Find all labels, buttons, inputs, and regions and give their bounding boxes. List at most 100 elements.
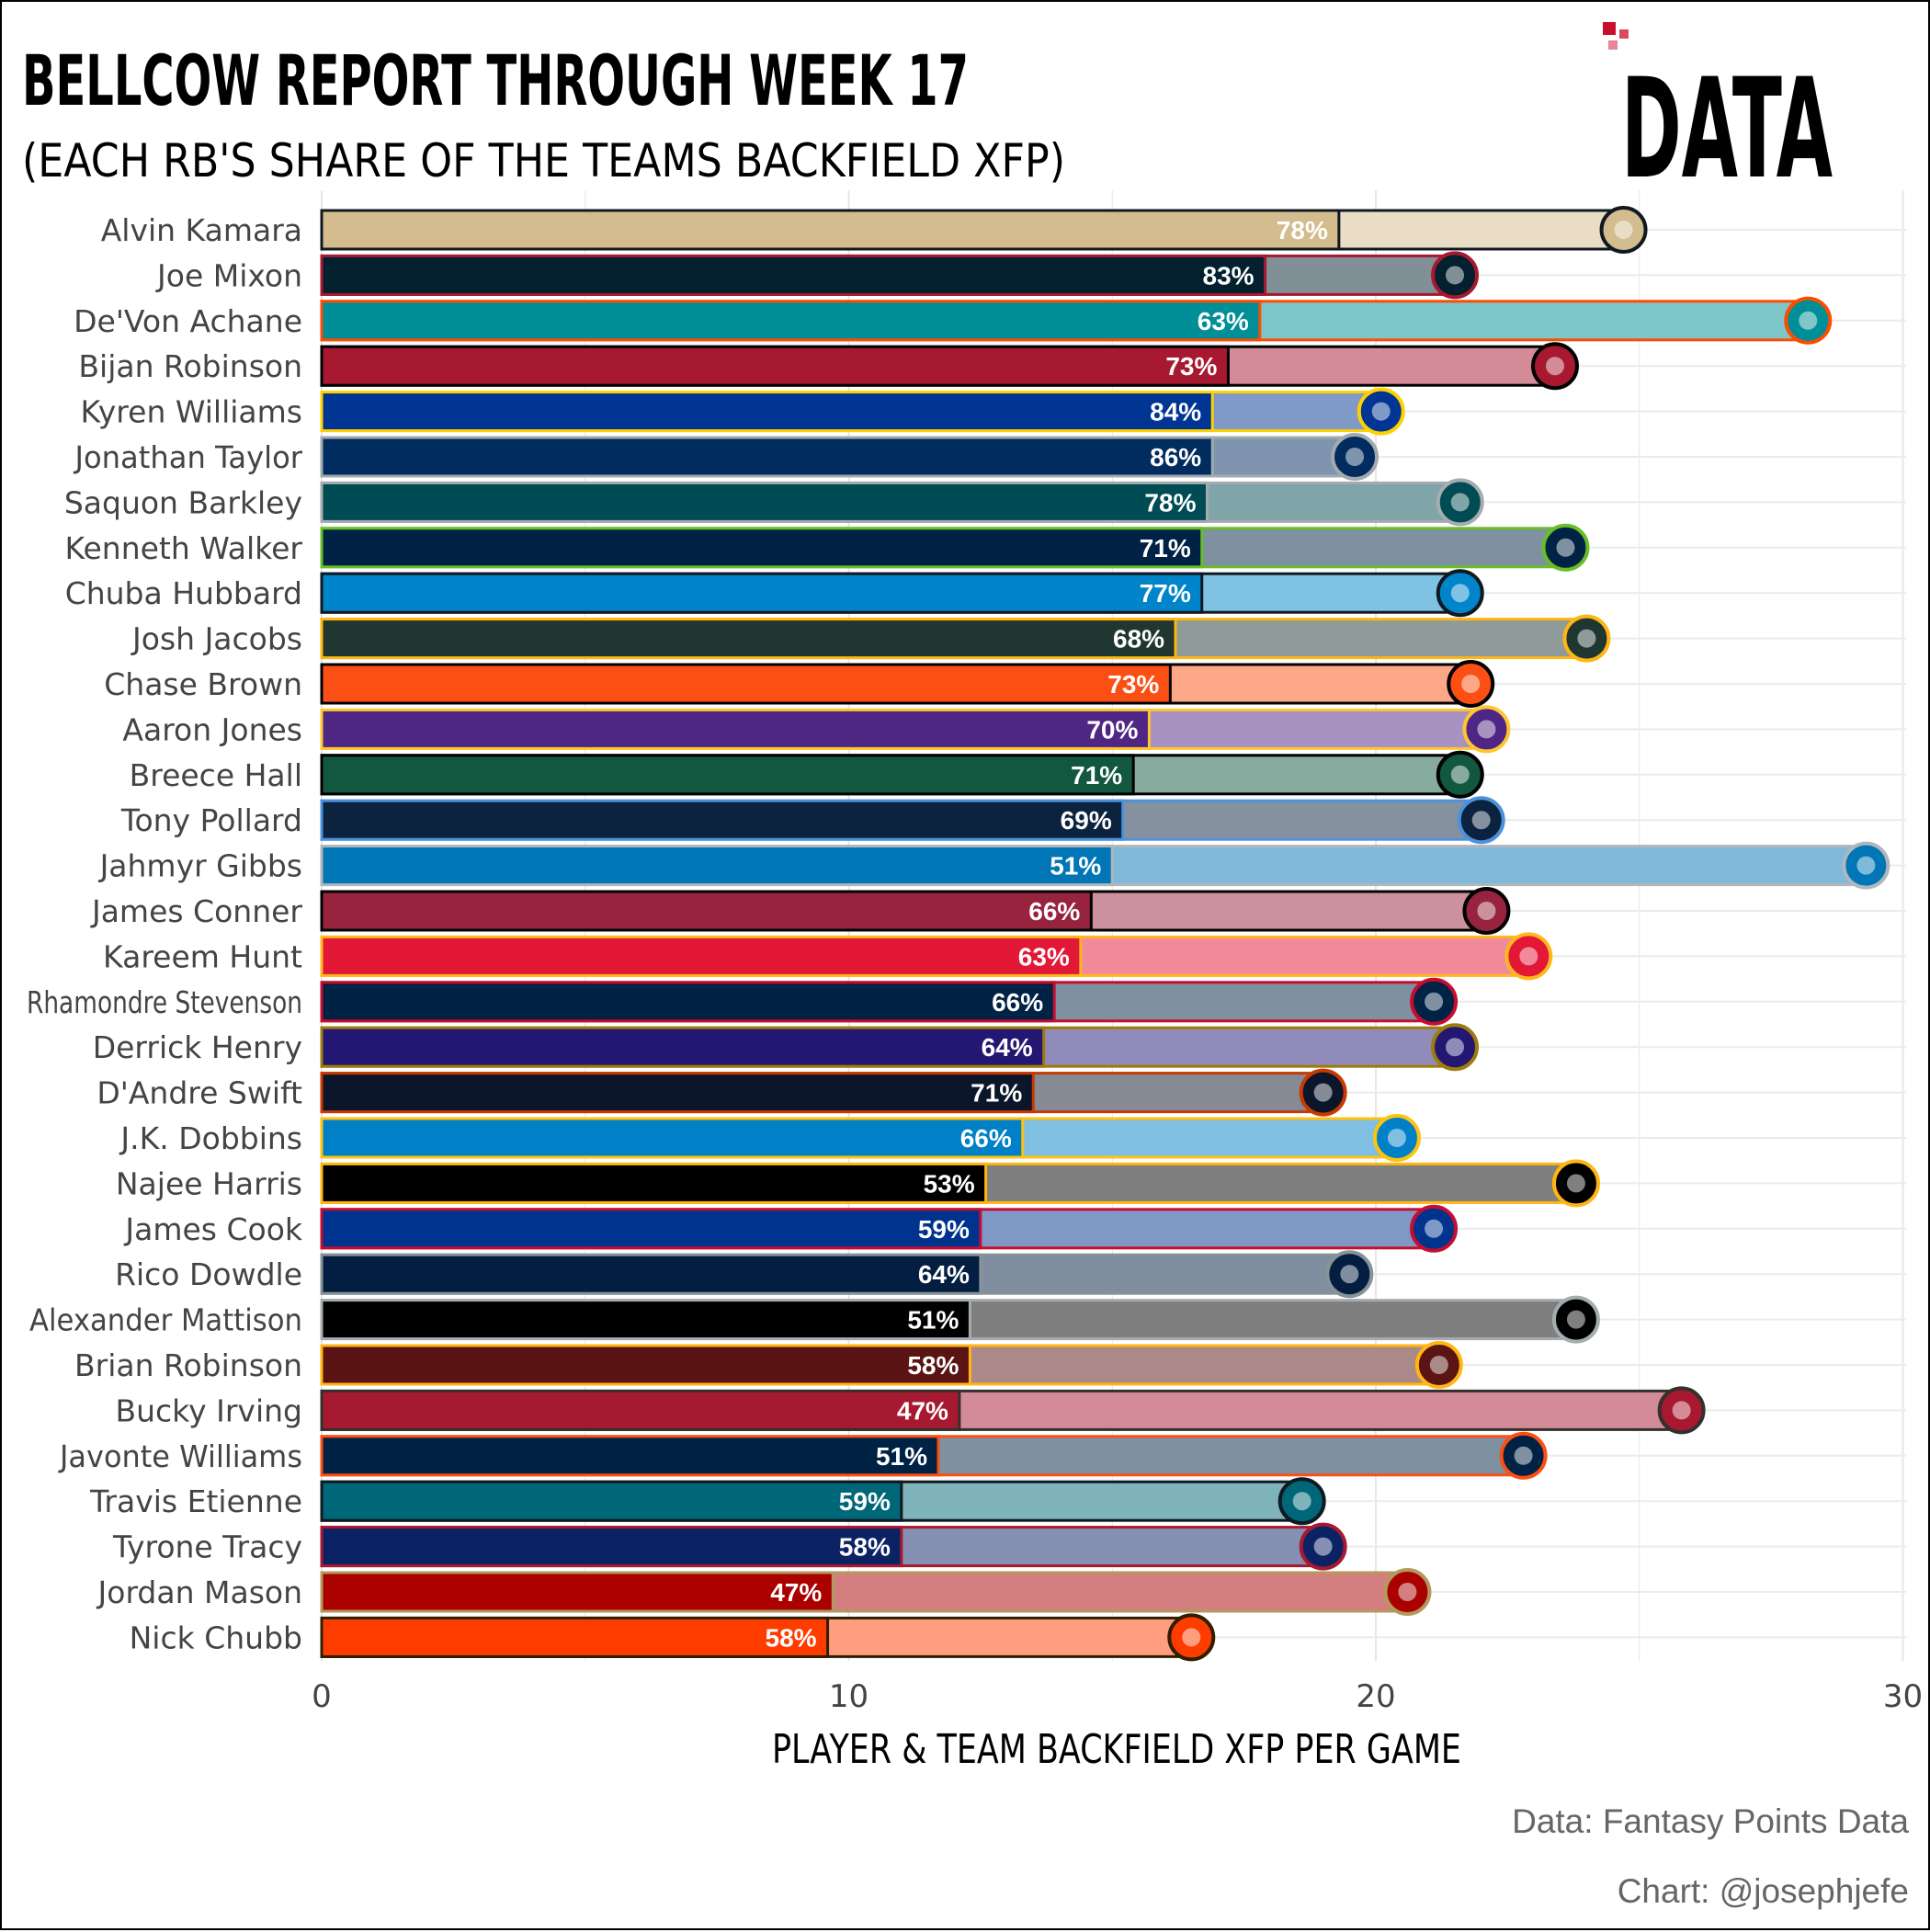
player-xfp-bar (320, 1117, 1025, 1159)
bear-icon (1299, 1068, 1347, 1117)
team-logo-center (1471, 811, 1491, 830)
commanders-w-icon (1414, 1341, 1463, 1389)
player-xfp-bar (320, 754, 1135, 796)
player-name-label: Tyrone Tracy (112, 1529, 302, 1565)
player-name-label: Rico Dowdle (115, 1256, 302, 1292)
viking-icon (1462, 705, 1511, 754)
team-logo-center (1313, 1537, 1333, 1556)
team-logo-center (1371, 402, 1391, 421)
player-name-label: Najee Harris (116, 1165, 302, 1201)
horseshoe-icon (1331, 433, 1379, 481)
team-logo-center (1446, 266, 1465, 285)
bars-layer (320, 209, 1868, 1658)
share-label: 63% (1018, 942, 1070, 971)
team-logo-center (1292, 1492, 1311, 1511)
team-logo-center (1398, 1583, 1417, 1601)
share-label: 68% (1113, 625, 1164, 653)
share-label: 71% (1140, 534, 1191, 563)
player-xfp-bar (320, 572, 1204, 614)
chart-title: BELLCOW REPORT THROUGH WEEK 17 (22, 40, 969, 121)
team-logo-center (1856, 856, 1876, 875)
panther-icon (1436, 569, 1484, 618)
star-icon (1325, 1250, 1374, 1299)
texans-bull-icon (1431, 251, 1480, 300)
player-xfp-bar (320, 436, 1214, 478)
share-label: 51% (876, 1442, 927, 1471)
share-label: 58% (839, 1533, 891, 1562)
player-xfp-bar (320, 300, 1262, 342)
team-logo-center (1425, 992, 1444, 1011)
player-xfp-bar (320, 1072, 1035, 1114)
sf-oval-icon (1383, 1568, 1432, 1616)
player-xfp-bar (320, 1253, 982, 1295)
player-name-label: Alvin Kamara (101, 212, 302, 248)
player-name-label: Jonathan Taylor (74, 439, 303, 475)
team-logo-center (1387, 1129, 1406, 1147)
lion-icon (1842, 841, 1890, 890)
player-xfp-bar (320, 1571, 834, 1613)
player-name-label: Kareem Hunt (103, 938, 302, 974)
share-label: 51% (1050, 852, 1101, 881)
team-logo-center (1566, 1174, 1585, 1193)
player-name-label: Derrick Henry (93, 1029, 302, 1065)
player-xfp-bar (320, 345, 1230, 387)
x-tick-label: 20 (1356, 1678, 1395, 1715)
bengals-b-icon (1447, 660, 1495, 708)
player-name-label: Bucky Irving (115, 1392, 302, 1428)
player-name-label: Jahmyr Gibbs (98, 848, 302, 884)
player-xfp-bar (320, 1435, 940, 1477)
packers-g-icon (1562, 614, 1611, 663)
player-xfp-bar (320, 1389, 961, 1431)
share-label: 53% (924, 1169, 975, 1198)
x-tick-label: 10 (829, 1678, 868, 1715)
share-label: 66% (960, 1124, 1012, 1153)
player-xfp-bar (320, 890, 1093, 932)
player-xfp-bar (320, 1480, 903, 1522)
helmet-icon (1167, 1613, 1216, 1662)
player-name-label: Kenneth Walker (65, 530, 303, 566)
player-name-label: Chuba Hubbard (65, 575, 302, 611)
player-name-label: Joe Mixon (155, 257, 302, 293)
share-label: 58% (766, 1623, 817, 1652)
team-logo-center (1545, 357, 1564, 376)
team-logo-center (1450, 765, 1470, 784)
team-logo-center (1477, 720, 1496, 739)
share-label: 64% (982, 1033, 1033, 1062)
buccaneers-flag-icon (1657, 1386, 1706, 1435)
team-logo-center (1566, 1310, 1585, 1329)
share-label: 59% (839, 1487, 891, 1516)
player-name-label: Tony Pollard (120, 802, 302, 838)
player-xfp-bar (320, 481, 1209, 523)
player-xfp-bar (320, 1208, 982, 1250)
player-xfp-bar (320, 981, 1056, 1023)
player-name-label: D'Andre Swift (96, 1075, 302, 1111)
share-label: 78% (1277, 216, 1328, 244)
player-name-label: Josh Jacobs (131, 621, 302, 657)
team-logo-center (1799, 311, 1818, 330)
team-logo-center (1461, 675, 1481, 693)
dolphin-icon (1784, 296, 1833, 345)
team-logo-center (1556, 538, 1575, 557)
player-name-label: Alexander Mattison (29, 1302, 302, 1338)
lightning-bolt-icon (1372, 1114, 1421, 1162)
falcon-icon (1530, 342, 1579, 391)
player-name-label: Kyren Williams (81, 394, 302, 430)
eagle-icon (1436, 478, 1484, 527)
share-label: 66% (992, 988, 1043, 1017)
fleur-de-lis-icon (1599, 206, 1648, 254)
team-logo-center (1450, 493, 1470, 512)
seahawk-icon (1541, 523, 1590, 572)
share-label: 83% (1203, 261, 1254, 290)
share-label: 71% (1071, 761, 1122, 790)
player-xfp-bar (320, 209, 1341, 251)
team-logo-center (1340, 1265, 1359, 1284)
chiefs-arrowhead-icon (1504, 932, 1553, 981)
player-xfp-bar (320, 1526, 903, 1568)
player-name-label: Javonte Williams (58, 1438, 302, 1474)
player-xfp-bar (320, 527, 1204, 569)
player-xfp-bar (320, 1616, 830, 1658)
share-label: 59% (918, 1215, 970, 1244)
labels-layer: 78% Alvin Kamara 83% Joe Mixon 63% De'Von Ach… (27, 212, 1328, 1655)
player-xfp-bar (320, 1344, 971, 1386)
share-label: 69% (1061, 806, 1112, 835)
